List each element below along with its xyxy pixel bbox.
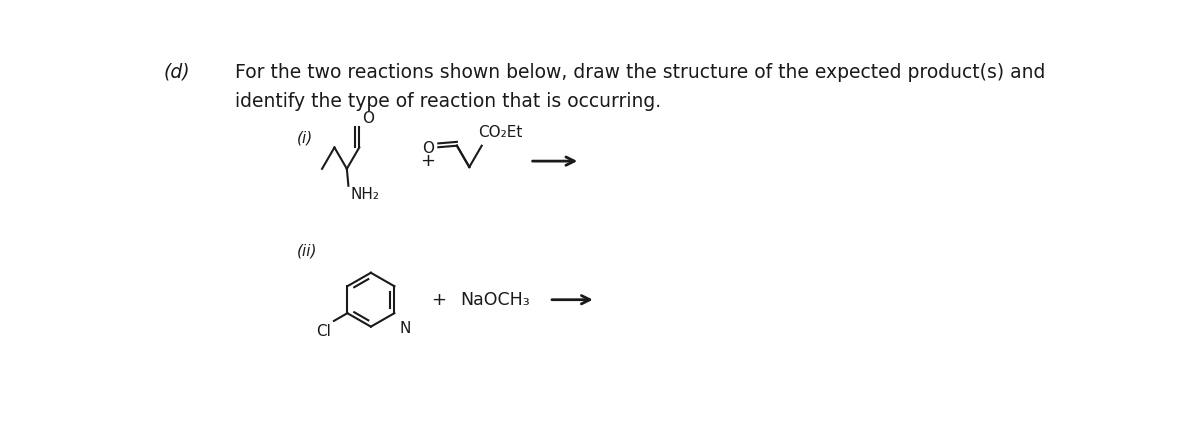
Text: NH₂: NH₂ <box>350 187 379 202</box>
Text: (ii): (ii) <box>298 244 318 258</box>
Text: NaOCH₃: NaOCH₃ <box>460 291 529 309</box>
Text: identify the type of reaction that is occurring.: identify the type of reaction that is oc… <box>235 92 661 111</box>
Text: N: N <box>400 321 410 336</box>
Text: O: O <box>422 141 434 156</box>
Text: For the two reactions shown below, draw the structure of the expected product(s): For the two reactions shown below, draw … <box>235 62 1045 82</box>
Text: Cl: Cl <box>316 324 331 339</box>
Text: (d): (d) <box>164 62 191 82</box>
Text: +: + <box>420 152 434 170</box>
Text: +: + <box>431 291 446 309</box>
Text: (i): (i) <box>298 130 313 145</box>
Text: CO₂Et: CO₂Et <box>478 125 522 139</box>
Text: O: O <box>362 111 374 126</box>
